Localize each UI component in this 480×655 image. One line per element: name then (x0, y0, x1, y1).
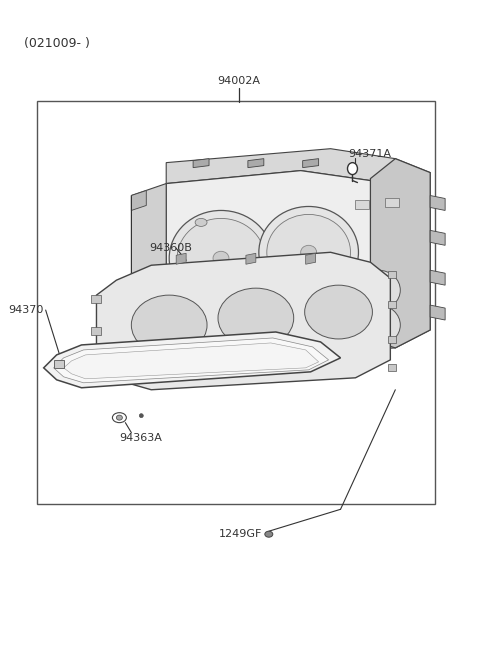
Polygon shape (430, 231, 445, 246)
Polygon shape (54, 338, 329, 383)
Bar (92, 355, 101, 363)
Polygon shape (430, 271, 445, 285)
Ellipse shape (259, 206, 359, 298)
Bar (388, 364, 396, 371)
Polygon shape (246, 253, 256, 264)
Bar (36, 101, 435, 504)
Bar (388, 301, 396, 308)
Ellipse shape (357, 305, 400, 345)
Polygon shape (96, 252, 390, 390)
Polygon shape (166, 170, 430, 345)
Bar (356, 200, 370, 210)
Polygon shape (176, 253, 186, 264)
Text: 94370: 94370 (8, 305, 44, 315)
Polygon shape (430, 305, 445, 320)
Text: (021009- ): (021009- ) (24, 37, 90, 50)
Ellipse shape (195, 218, 207, 227)
Ellipse shape (112, 413, 126, 422)
Ellipse shape (267, 214, 350, 290)
Bar (54, 360, 63, 368)
Polygon shape (132, 315, 430, 375)
Bar (388, 271, 396, 278)
Ellipse shape (116, 415, 122, 420)
Ellipse shape (300, 246, 317, 259)
Polygon shape (44, 332, 340, 388)
Ellipse shape (132, 295, 207, 355)
Text: 94002A: 94002A (217, 76, 261, 86)
Polygon shape (303, 159, 319, 168)
Bar (92, 327, 101, 335)
Ellipse shape (265, 531, 273, 537)
Polygon shape (430, 195, 445, 210)
Polygon shape (193, 159, 209, 168)
Polygon shape (63, 343, 319, 379)
Bar (385, 198, 399, 208)
Text: 1249GF: 1249GF (219, 529, 263, 539)
Polygon shape (166, 149, 430, 193)
Text: 94360B: 94360B (149, 243, 192, 253)
Text: 94371A: 94371A (348, 149, 392, 159)
Ellipse shape (213, 252, 229, 265)
Polygon shape (371, 159, 430, 348)
Polygon shape (132, 183, 166, 358)
Ellipse shape (348, 162, 358, 175)
Ellipse shape (357, 271, 400, 310)
Ellipse shape (169, 210, 273, 306)
Ellipse shape (305, 285, 372, 339)
Bar (92, 295, 101, 303)
Polygon shape (306, 253, 316, 264)
Ellipse shape (139, 414, 144, 418)
Text: 94363A: 94363A (120, 432, 162, 443)
Ellipse shape (177, 218, 265, 298)
Polygon shape (248, 159, 264, 168)
Bar (388, 336, 396, 343)
Ellipse shape (218, 288, 294, 348)
Polygon shape (132, 191, 146, 210)
